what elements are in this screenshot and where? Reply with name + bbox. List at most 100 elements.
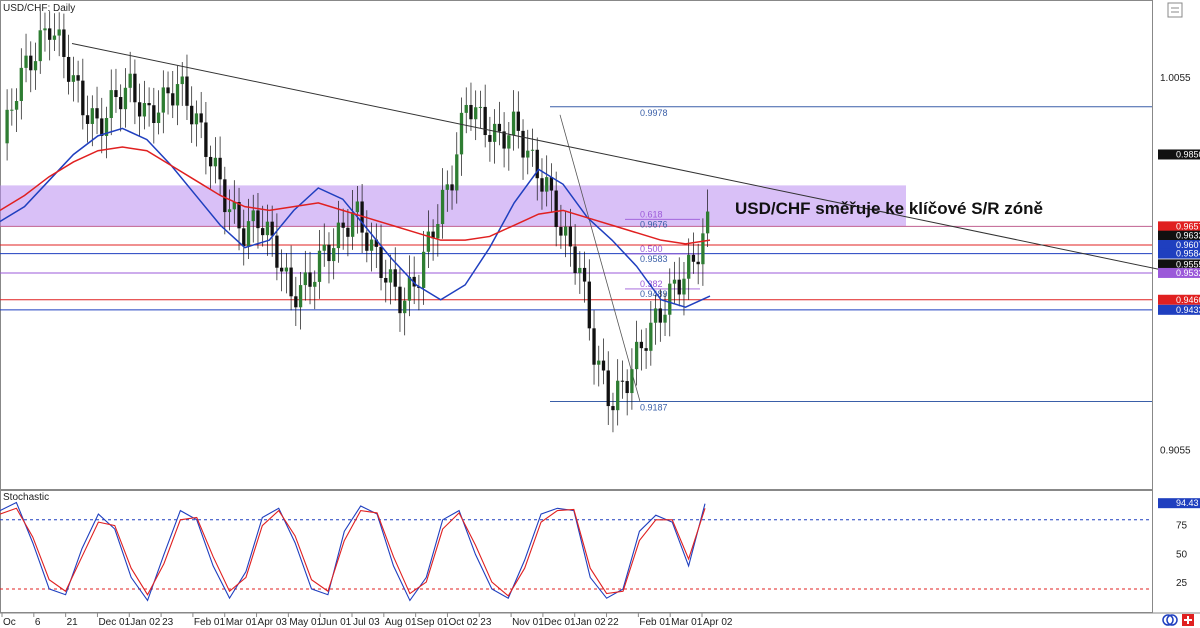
candle-body — [682, 278, 686, 295]
candle-body — [185, 76, 189, 106]
x-tick-label: Oct 02 — [448, 617, 478, 628]
candle-body — [66, 56, 71, 82]
candle-body — [677, 279, 681, 295]
horizontal-lines-layer — [0, 225, 1152, 311]
candle-body — [492, 123, 497, 142]
stoch-y-tick-label: 75 — [1176, 521, 1188, 532]
candle-body — [279, 267, 284, 272]
candle-body — [76, 75, 80, 81]
x-tick-label: Mar 01 — [226, 617, 258, 628]
candle-body — [502, 131, 506, 149]
candle-body — [511, 111, 516, 136]
candle-body — [100, 118, 104, 136]
candle-body — [190, 105, 194, 125]
price-box — [1158, 304, 1200, 315]
candle-body — [95, 108, 99, 119]
candle-body — [488, 135, 492, 142]
price-box-label: 0.9607 — [1176, 240, 1200, 250]
candle-body — [48, 28, 52, 40]
candle-body — [360, 201, 364, 233]
candle-body — [109, 90, 113, 118]
candle-body — [10, 109, 14, 111]
candle-body — [180, 76, 184, 85]
candle-body — [687, 254, 691, 279]
candle-body — [194, 113, 199, 125]
candle-body — [246, 221, 251, 247]
price-box-label: 0.9657 — [1176, 221, 1200, 231]
candle-body — [540, 178, 544, 192]
candle-body — [639, 341, 644, 349]
x-tick-label: Dec 01 — [98, 617, 130, 628]
candle-body — [597, 360, 601, 365]
x-tick-label: Nov 01 — [512, 617, 544, 628]
price-box-label: 0.9555 — [1176, 259, 1200, 269]
price-box — [1158, 221, 1200, 232]
price-box — [1158, 240, 1200, 250]
candle-body — [530, 149, 535, 151]
chart-headline: USD/CHF směřuje ke klíčové S/R zóně — [735, 199, 1043, 218]
candle-body — [691, 254, 696, 262]
candle-body — [545, 177, 549, 192]
x-axis-labels: Oc 6 21 Dec 01 Jan 02 23 Feb 01 Mar 01 Apr 03 May… — [1, 613, 733, 628]
candle-body — [606, 370, 610, 407]
price-box-label: 0.9584 — [1176, 249, 1200, 259]
candle-body — [242, 228, 246, 247]
x-tick-label: Aug 01 — [385, 617, 417, 628]
candle-body — [398, 286, 402, 314]
candle-body — [350, 212, 355, 237]
price-box-label: 0.9433 — [1176, 305, 1200, 315]
candle-body — [549, 177, 554, 191]
candle-body — [341, 222, 345, 228]
candle-body — [218, 157, 222, 180]
candle-body — [147, 103, 151, 106]
currency-flag-icon[interactable] — [1162, 614, 1194, 626]
candle-body — [507, 135, 511, 149]
candle-body — [578, 267, 582, 274]
candle-body — [313, 281, 317, 287]
stochastic-title: Stochastic — [3, 492, 49, 503]
candle-body — [497, 123, 502, 132]
candle-body — [355, 201, 360, 213]
candle-body — [199, 113, 203, 123]
candle-body — [85, 115, 90, 124]
x-tick-label: Apr 02 — [703, 617, 733, 628]
candle-body — [29, 55, 33, 71]
candle-body — [445, 184, 449, 190]
candle-body — [232, 202, 236, 210]
x-tick-label: Jul 03 — [353, 617, 380, 628]
candle-body — [535, 149, 539, 179]
candle-body — [336, 222, 341, 249]
candle-body — [701, 233, 705, 265]
candle-body — [379, 246, 383, 278]
candle-body — [620, 380, 625, 382]
candle-body — [308, 272, 312, 287]
candle-body — [426, 231, 431, 252]
candle-body — [601, 360, 606, 371]
candle-body — [587, 281, 591, 329]
candle-body — [204, 122, 208, 157]
candle-body — [634, 341, 639, 370]
y-tick-label: 1.0055 — [1160, 73, 1191, 84]
candle-body — [317, 250, 322, 282]
fib-ratio-label: 0.382 — [640, 279, 663, 289]
candle-body — [156, 112, 161, 124]
x-tick-label: Sep 01 — [417, 617, 449, 628]
candle-body — [384, 277, 388, 283]
sr-zone-layer — [0, 185, 906, 227]
chart-settings-icon[interactable] — [1167, 2, 1183, 18]
x-tick-label: Jun 01 — [321, 617, 351, 628]
candle-body — [431, 231, 435, 239]
x-tick-label: Feb 01 — [194, 617, 226, 628]
price-box — [1158, 267, 1200, 278]
candle-body — [346, 227, 350, 237]
candle-body — [568, 226, 573, 247]
stochastic-lines-layer — [0, 501, 1152, 602]
candle-body — [521, 130, 525, 158]
x-tick-label: Mar 01 — [671, 617, 703, 628]
candles-layer — [5, 8, 710, 433]
fib-ratio-label: 0.618 — [640, 209, 663, 219]
candle-body — [573, 246, 577, 274]
candle-body — [332, 248, 336, 262]
